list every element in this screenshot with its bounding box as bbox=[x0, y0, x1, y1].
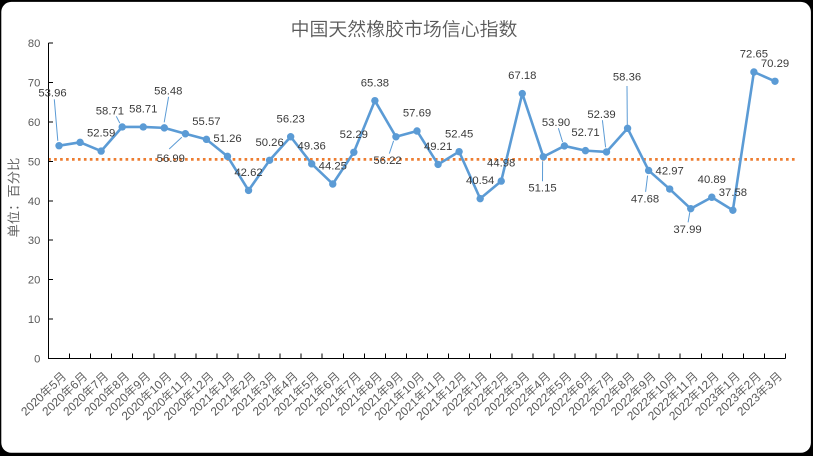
svg-text:44.98: 44.98 bbox=[487, 158, 515, 170]
svg-text:65.38: 65.38 bbox=[361, 77, 389, 89]
svg-text:52.71: 52.71 bbox=[571, 127, 599, 139]
svg-text:0: 0 bbox=[34, 354, 40, 366]
svg-text:20: 20 bbox=[28, 275, 40, 287]
svg-text:40: 40 bbox=[28, 196, 40, 208]
svg-text:10: 10 bbox=[28, 314, 40, 326]
svg-text:47.68: 47.68 bbox=[631, 194, 659, 206]
svg-text:42.97: 42.97 bbox=[656, 166, 684, 178]
svg-text:60: 60 bbox=[28, 117, 40, 129]
svg-text:53.96: 53.96 bbox=[38, 88, 66, 100]
svg-text:58.71: 58.71 bbox=[96, 106, 124, 118]
svg-text:51.15: 51.15 bbox=[528, 183, 556, 195]
svg-text:58.48: 58.48 bbox=[154, 86, 182, 98]
svg-text:58.36: 58.36 bbox=[613, 71, 641, 83]
svg-text:37.58: 37.58 bbox=[719, 187, 747, 199]
svg-text:40.89: 40.89 bbox=[698, 174, 726, 186]
svg-text:56.22: 56.22 bbox=[373, 155, 401, 167]
svg-text:52.29: 52.29 bbox=[340, 129, 368, 141]
svg-text:49.36: 49.36 bbox=[298, 140, 326, 152]
svg-text:50: 50 bbox=[28, 156, 40, 168]
svg-text:70.29: 70.29 bbox=[761, 58, 789, 70]
svg-text:72.65: 72.65 bbox=[740, 49, 768, 61]
svg-text:80: 80 bbox=[28, 38, 40, 50]
svg-text:67.18: 67.18 bbox=[508, 70, 536, 82]
svg-text:55.57: 55.57 bbox=[192, 116, 220, 128]
svg-text:30: 30 bbox=[28, 235, 40, 247]
svg-text:52.45: 52.45 bbox=[445, 128, 473, 140]
svg-text:52.59: 52.59 bbox=[87, 128, 115, 140]
svg-text:70: 70 bbox=[28, 77, 40, 89]
svg-text:42.62: 42.62 bbox=[234, 167, 262, 179]
svg-text:53.90: 53.90 bbox=[542, 117, 570, 129]
svg-text:56.23: 56.23 bbox=[277, 113, 305, 125]
svg-text:57.69: 57.69 bbox=[403, 108, 431, 120]
svg-text:51.26: 51.26 bbox=[213, 133, 241, 145]
svg-text:49.21: 49.21 bbox=[424, 141, 452, 153]
svg-text:58.71: 58.71 bbox=[129, 104, 157, 116]
svg-text:37.99: 37.99 bbox=[673, 224, 701, 236]
svg-text:56.99: 56.99 bbox=[157, 153, 185, 165]
svg-text:50.26: 50.26 bbox=[255, 137, 283, 149]
svg-text:44.25: 44.25 bbox=[319, 161, 347, 173]
svg-text:40.54: 40.54 bbox=[466, 175, 494, 187]
svg-text:52.39: 52.39 bbox=[587, 109, 615, 121]
